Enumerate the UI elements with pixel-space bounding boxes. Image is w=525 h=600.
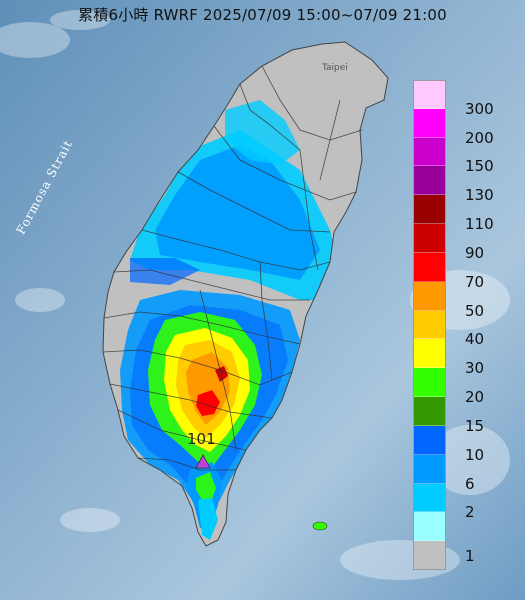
legend-row: 130: [413, 166, 515, 204]
legend-row: 20: [413, 368, 515, 406]
legend-swatch: [413, 512, 446, 542]
legend-swatch: [413, 281, 446, 311]
legend-label: 200: [465, 128, 494, 147]
green-island: [312, 521, 328, 531]
legend-label: 70: [465, 272, 485, 291]
legend-swatch: [413, 425, 446, 455]
legend-row: 70: [413, 252, 515, 291]
map-title: 累積6小時 RWRF 2025/07/09 15:00~07/09 21:00: [78, 6, 447, 24]
legend-label: 300: [465, 99, 494, 118]
legend-row: 150: [413, 137, 515, 175]
legend-row: 1: [413, 512, 515, 565]
color-legend: 300 200 150 130 110 90 70 50 40 30 20 15 10 6 2 1: [413, 80, 515, 570]
legend-label: 110: [465, 215, 494, 234]
administrative-boundaries: [102, 65, 363, 471]
legend-label: 150: [465, 157, 494, 176]
legend-swatch: [413, 195, 446, 225]
legend-label: 10: [465, 445, 485, 464]
marker-label: 101: [187, 430, 216, 448]
legend-swatch: [413, 252, 446, 282]
legend-swatch: [413, 137, 446, 167]
legend-row: 15: [413, 397, 515, 435]
triangle-marker-icon: [195, 454, 211, 469]
legend-row: 50: [413, 281, 515, 320]
legend-row: 6: [413, 454, 515, 493]
legend-swatch: [413, 368, 446, 398]
legend-row: 40: [413, 310, 515, 348]
legend-swatch: [413, 80, 446, 109]
legend-label: 2: [465, 503, 475, 522]
legend-label: 15: [465, 416, 485, 435]
legend-label: 90: [465, 243, 485, 262]
legend-label: 20: [465, 388, 485, 407]
legend-row: 90: [413, 224, 515, 262]
legend-label: 50: [465, 301, 485, 320]
legend-swatch: [413, 224, 446, 253]
legend-label: 1: [465, 547, 475, 566]
legend-swatch: [413, 397, 446, 426]
legend-swatch: [413, 310, 446, 340]
legend-row: 200: [413, 108, 515, 147]
legend-swatch: [413, 166, 446, 196]
legend-row: 2: [413, 483, 515, 521]
legend-row: 110: [413, 195, 515, 233]
legend-swatch: [413, 483, 446, 513]
legend-label: 130: [465, 186, 494, 205]
legend-row: 10: [413, 425, 515, 464]
legend-row: 300: [413, 80, 515, 118]
legend-frame: [413, 80, 446, 570]
legend-swatch: [413, 108, 446, 138]
legend-swatch: [413, 339, 446, 369]
legend-label: 6: [465, 474, 475, 493]
city-label: Taipei: [322, 63, 348, 73]
legend-row: 30: [413, 339, 515, 377]
legend-swatch: [413, 454, 446, 484]
legend-label: 30: [465, 359, 485, 378]
legend-label: 40: [465, 330, 485, 349]
